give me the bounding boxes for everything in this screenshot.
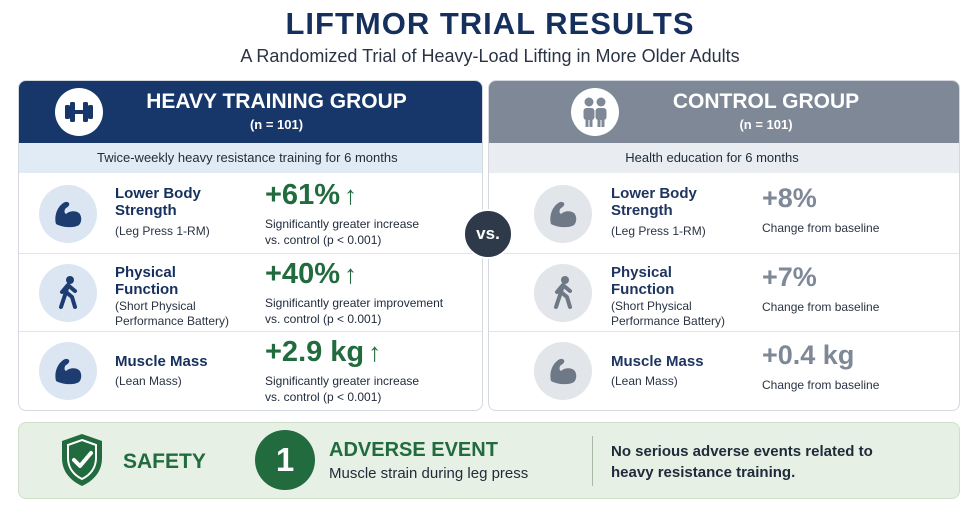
control-group-description: Health education for 6 months [489, 143, 959, 173]
safety-label: SAFETY [123, 450, 206, 473]
heavy-metric-muscle-mass: Muscle Mass (Lean Mass) +2.9 kg ↑ Signifi… [19, 331, 482, 409]
vs-badge: vs. [463, 209, 513, 259]
metric-label: Muscle Mass [115, 353, 208, 370]
divider [592, 436, 593, 486]
flexed-arm-icon [534, 342, 592, 400]
safety-banner: SAFETY 1 ADVERSE EVENT Muscle strain dur… [18, 422, 960, 499]
walking-person-icon [39, 264, 97, 322]
control-group-panel: CONTROL GROUP (n = 101) Health education… [488, 80, 960, 411]
adverse-event-description: Muscle strain during leg press [329, 465, 529, 482]
metric-value: +7% [762, 262, 817, 292]
metric-label: Lower Body Strength [611, 185, 697, 219]
metric-sublabel: (Short Physical Performance Battery) [115, 299, 230, 328]
dumbbell-icon [55, 88, 103, 136]
two-people-icon [571, 88, 619, 136]
metric-value: +61% ↑ [265, 179, 357, 211]
metric-note: Change from baseline [762, 378, 880, 392]
heavy-group-description: Twice-weekly heavy resistance training f… [19, 143, 482, 173]
safety-note: No serious adverse events related to hea… [611, 443, 873, 481]
flexed-arm-icon [39, 342, 97, 400]
metric-sublabel: (Lean Mass) [611, 374, 678, 388]
metric-note: Change from baseline [762, 300, 880, 314]
flexed-arm-icon [39, 185, 97, 243]
up-arrow-icon: ↑ [368, 337, 382, 367]
metric-label: Physical Function [115, 264, 179, 298]
metric-label: Muscle Mass [611, 353, 704, 370]
shield-check-icon [59, 432, 105, 493]
metric-note: Significantly greater increase vs. contr… [265, 217, 420, 247]
metric-value: +0.4 kg [762, 340, 855, 370]
control-metric-muscle-mass: Muscle Mass (Lean Mass) +0.4 kg Change f… [489, 331, 959, 409]
metric-sublabel: (Lean Mass) [115, 374, 182, 388]
metric-value: +40% ↑ [265, 258, 357, 290]
flexed-arm-icon [534, 185, 592, 243]
heavy-group-title: HEAVY TRAINING GROUP [146, 90, 407, 113]
up-arrow-icon: ↑ [343, 180, 357, 210]
metric-sublabel: (Leg Press 1-RM) [115, 224, 210, 238]
metric-note: Significantly greater increase vs. contr… [265, 374, 420, 404]
adverse-event-title: ADVERSE EVENT [329, 439, 498, 461]
heavy-panel-header: HEAVY TRAINING GROUP (n = 101) [19, 81, 482, 143]
page-title: LIFTMOR TRIAL RESULTS [285, 6, 695, 41]
metric-label: Physical Function [611, 264, 675, 298]
metric-sublabel: (Short Physical Performance Battery) [611, 299, 726, 328]
control-panel-header: CONTROL GROUP (n = 101) [489, 81, 959, 143]
heavy-training-panel: HEAVY TRAINING GROUP (n = 101) Twice-wee… [18, 80, 483, 411]
metric-note: Change from baseline [762, 221, 880, 235]
up-arrow-icon: ↑ [343, 259, 357, 289]
heavy-metric-lower-body-strength: Lower Body Strength (Leg Press 1-RM) +61… [19, 175, 482, 253]
metric-label: Lower Body Strength [115, 185, 201, 219]
heavy-metric-physical-function: Physical Function (Short Physical Perfor… [19, 253, 482, 331]
page-subtitle: A Randomized Trial of Heavy-Load Lifting… [240, 46, 740, 66]
control-metric-lower-body-strength: Lower Body Strength (Leg Press 1-RM) +8%… [489, 175, 959, 253]
metric-value: +8% [762, 183, 817, 213]
control-metric-physical-function: Physical Function (Short Physical Perfor… [489, 253, 959, 331]
metric-sublabel: (Leg Press 1-RM) [611, 224, 706, 238]
metric-note: Significantly greater improvement vs. co… [265, 296, 444, 326]
control-group-title: CONTROL GROUP [672, 90, 860, 113]
walking-person-icon [534, 264, 592, 322]
adverse-event-count: 1 [255, 430, 315, 490]
heavy-group-n: (n = 101) [249, 117, 304, 132]
control-group-n: (n = 101) [739, 117, 793, 132]
metric-value: +2.9 kg ↑ [265, 336, 382, 368]
